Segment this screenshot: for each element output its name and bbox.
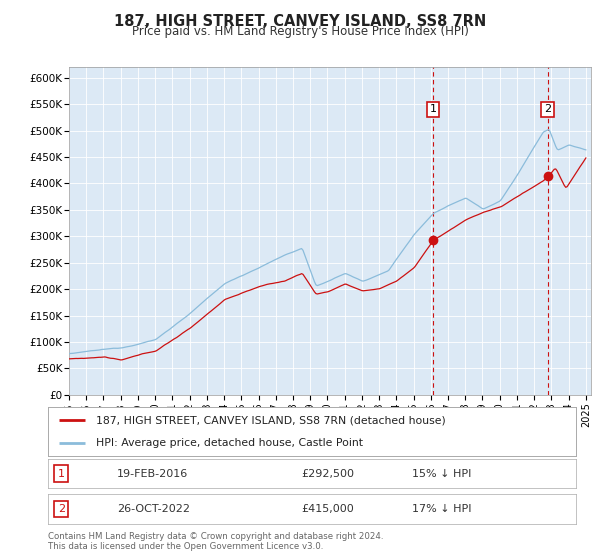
Text: 19-FEB-2016: 19-FEB-2016 (116, 469, 188, 479)
Text: 15% ↓ HPI: 15% ↓ HPI (412, 469, 472, 479)
Text: 187, HIGH STREET, CANVEY ISLAND, SS8 7RN (detached house): 187, HIGH STREET, CANVEY ISLAND, SS8 7RN… (95, 416, 445, 426)
Text: Price paid vs. HM Land Registry's House Price Index (HPI): Price paid vs. HM Land Registry's House … (131, 25, 469, 38)
Text: £415,000: £415,000 (301, 504, 354, 514)
Text: 1: 1 (430, 105, 436, 114)
Text: 26-OCT-2022: 26-OCT-2022 (116, 504, 190, 514)
Text: 2: 2 (544, 105, 551, 114)
Text: 187, HIGH STREET, CANVEY ISLAND, SS8 7RN: 187, HIGH STREET, CANVEY ISLAND, SS8 7RN (114, 14, 486, 29)
Text: 1: 1 (58, 469, 65, 479)
Text: HPI: Average price, detached house, Castle Point: HPI: Average price, detached house, Cast… (95, 438, 362, 448)
Text: 17% ↓ HPI: 17% ↓ HPI (412, 504, 472, 514)
Text: 2: 2 (58, 504, 65, 514)
Text: £292,500: £292,500 (301, 469, 355, 479)
Text: Contains HM Land Registry data © Crown copyright and database right 2024.
This d: Contains HM Land Registry data © Crown c… (48, 532, 383, 552)
